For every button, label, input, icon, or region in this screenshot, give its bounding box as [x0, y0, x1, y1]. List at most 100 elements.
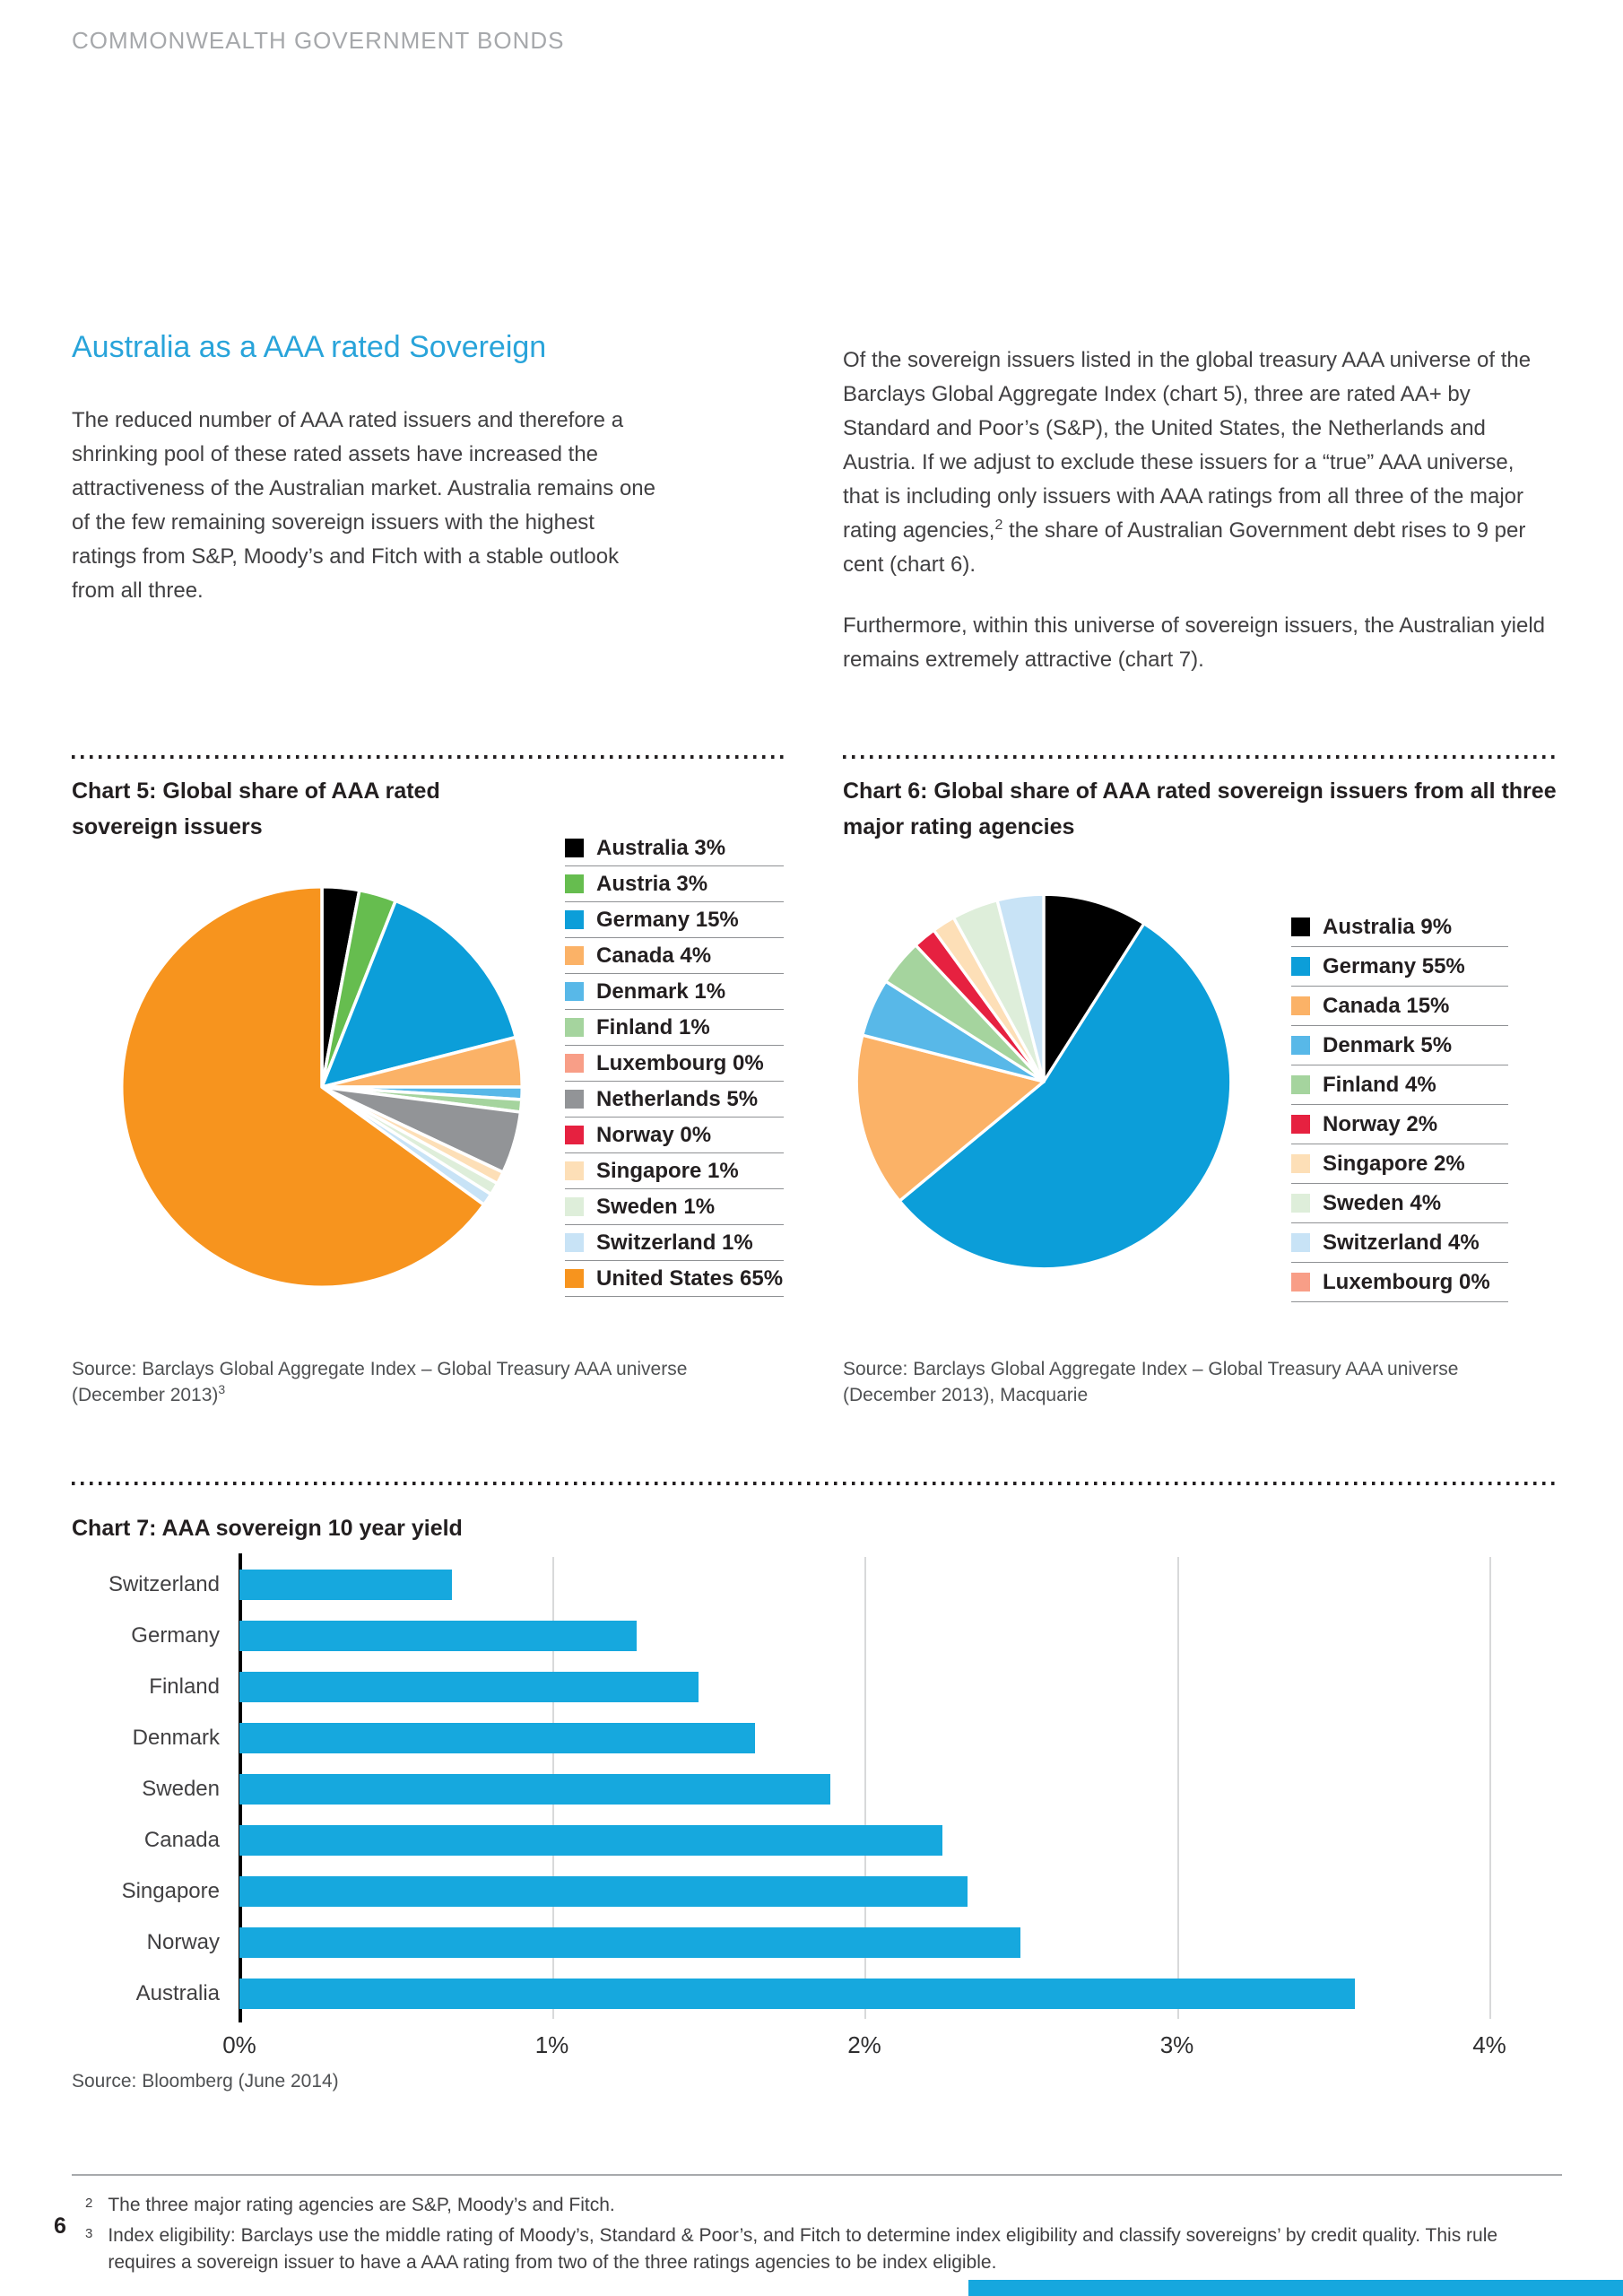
legend-label: Australia 9% [1323, 914, 1453, 939]
gridline [1176, 1557, 1179, 2019]
footnotes: 2 The three major rating agencies are S&… [85, 2192, 1569, 2280]
legend-swatch [565, 1197, 584, 1216]
footnote-number: 3 [85, 2226, 93, 2241]
legend-swatch [565, 1090, 584, 1109]
intro-paragraph-right-2: Furthermore, within this universe of sov… [843, 613, 1546, 672]
legend-swatch [1291, 1036, 1310, 1055]
chart7-plot: Switzerland Germany Finland Denmark Sweden Ca… [72, 1553, 1506, 2058]
bar-track [239, 1926, 1489, 1958]
chart6-title: Chart 6: Global share of AAA rated sover… [843, 778, 1557, 839]
legend-item-netherlands: Netherlands 5% [565, 1082, 784, 1118]
legend-label: Sweden 4% [1323, 1190, 1442, 1215]
bar-australia [239, 1978, 1356, 2009]
legend-item-united-states: United States 65% [565, 1261, 784, 1297]
intro-paragraph-left: The reduced number of AAA rated issuers … [72, 408, 655, 603]
legend-item-austria: Austria 3% [565, 866, 784, 902]
legend-item-germany: Germany 15% [565, 902, 784, 938]
legend-item-sweden: Sweden 1% [565, 1189, 784, 1225]
legend-label: Austria 3% [596, 871, 708, 896]
chart5-title: Chart 5: Global share of AAA rated sover… [72, 778, 440, 839]
legend-item-switzerland: Switzerland 1% [565, 1225, 784, 1261]
bar-category-label: Singapore [121, 1878, 220, 1903]
bar-germany [239, 1620, 637, 1651]
legend-item-canada: Canada 4% [565, 938, 784, 974]
footnote-2: 2 The three major rating agencies are S&… [85, 2192, 1569, 2219]
gridline [1489, 1557, 1491, 2019]
legend-swatch [565, 910, 584, 929]
chart6-pie [851, 889, 1237, 1274]
legend-label: Switzerland 4% [1323, 1230, 1480, 1255]
bar-track [239, 1722, 1489, 1753]
x-tick-label: 2% [847, 2031, 881, 2058]
chart6-pie-svg [855, 892, 1233, 1271]
legend-swatch [565, 839, 584, 857]
dotted-divider-left [72, 755, 789, 759]
legend-swatch [1291, 957, 1310, 976]
legend-label: Denmark 1% [596, 978, 726, 1004]
footnote-3: 3 Index eligibility: Barclays use the mi… [85, 2222, 1569, 2276]
bar-category-label: Norway [146, 1929, 220, 1954]
bar-finland [239, 1671, 699, 1702]
footer-brand-bar [968, 2280, 1623, 2296]
footnote-ref-3: 3 [218, 1382, 226, 1396]
legend-item-singapore: Singapore 2% [1291, 1144, 1508, 1184]
legend-label: Canada 4% [596, 943, 712, 968]
bar-norway [239, 1926, 1021, 1958]
legend-swatch [565, 1054, 584, 1073]
footnote-number: 2 [85, 2196, 93, 2211]
legend-label: United States 65% [596, 1265, 784, 1291]
x-tick-label: 1% [534, 2031, 569, 2058]
legend-swatch [565, 1269, 584, 1288]
chart6-legend: Australia 9% Germany 55% Canada 15% Denmark… [1291, 908, 1508, 1302]
dotted-divider-right [843, 755, 1560, 759]
legend-swatch [1291, 996, 1310, 1015]
pie-slice-united-states [119, 884, 486, 1290]
pie-slice-germany [898, 922, 1233, 1271]
pie-slice-australia [1042, 892, 1146, 1083]
bar-track [239, 1620, 1489, 1651]
bar-switzerland [239, 1569, 452, 1600]
page-number: 6 [54, 2213, 66, 2239]
x-tick-label: 4% [1472, 2031, 1506, 2058]
bar-track [239, 1978, 1489, 2009]
legend-item-denmark: Denmark 5% [1291, 1026, 1508, 1065]
legend-item-australia: Australia 9% [1291, 908, 1508, 947]
source-text: (December 2013), Macquarie [843, 1385, 1089, 1405]
legend-item-australia: Australia 3% [565, 831, 784, 866]
bar-sweden [239, 1773, 830, 1805]
footnote-text: Index eligibility: Barclays use the midd… [108, 2225, 1498, 2273]
pie-slice-canada [855, 1033, 1046, 1203]
legend-item-finland: Finland 4% [1291, 1065, 1508, 1105]
chart7-title: Chart 7: AAA sovereign 10 year yield [72, 1516, 463, 1541]
intro-column-right: Of the sovereign issuers listed in the g… [843, 344, 1551, 677]
legend-label: Denmark 5% [1323, 1032, 1453, 1057]
bar-row-norway: Norway [72, 1917, 1489, 1968]
legend-label: Australia 3% [596, 835, 726, 860]
chart5-pie-svg [119, 884, 525, 1290]
bar-row-germany: Germany [72, 1610, 1489, 1661]
legend-item-singapore: Singapore 1% [565, 1153, 784, 1189]
legend-swatch [565, 982, 584, 1001]
legend-swatch [565, 946, 584, 965]
chart7-x-axis: 0% 1% 2% 3% 4% [222, 2019, 1506, 2058]
bar-row-finland: Finland [72, 1661, 1489, 1712]
legend-swatch [1291, 1273, 1310, 1292]
legend-item-luxembourg: Luxembourg 0% [1291, 1263, 1508, 1302]
chart7-grid: Switzerland Germany Finland Denmark Sweden Ca… [72, 1553, 1491, 2022]
legend-swatch [1291, 918, 1310, 936]
legend-label: Luxembourg 0% [1323, 1269, 1490, 1294]
footnote-rule [72, 2174, 1562, 2176]
legend-label: Germany 15% [596, 907, 739, 932]
legend-item-switzerland: Switzerland 4% [1291, 1223, 1508, 1263]
legend-label: Switzerland 1% [596, 1230, 753, 1255]
bar-singapore [239, 1875, 968, 1907]
paragraph-text: the share of Australian Government debt … [843, 518, 1526, 577]
legend-swatch [565, 874, 584, 893]
legend-swatch [1291, 1233, 1310, 1252]
legend-swatch [1291, 1154, 1310, 1173]
legend-item-canada: Canada 15% [1291, 987, 1508, 1026]
legend-swatch [565, 1233, 584, 1252]
legend-label: Finland 1% [596, 1014, 710, 1039]
bar-category-label: Canada [143, 1827, 220, 1852]
x-tick-label: 0% [222, 2031, 256, 2058]
